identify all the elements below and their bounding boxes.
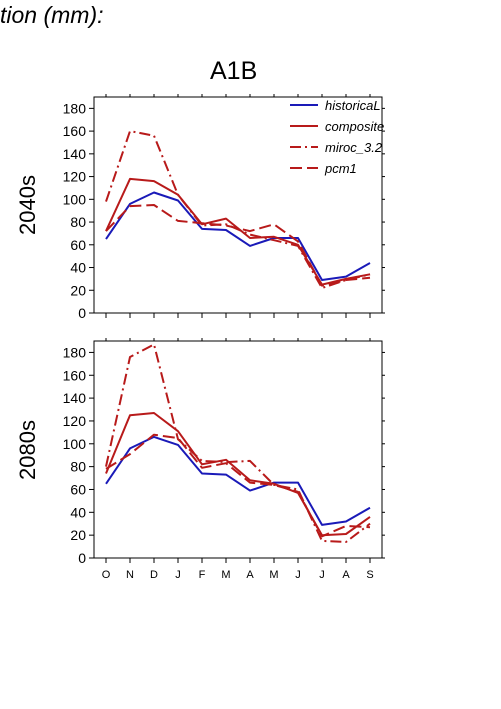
plot-frame-1 [93, 96, 383, 314]
x-tick-label: A [342, 569, 350, 581]
plot-frame-2 [93, 340, 383, 559]
x-tick-label: O [102, 569, 111, 581]
y-tick-label: 180 [63, 100, 87, 116]
y-tick-label: 60 [70, 237, 86, 253]
y-tick-label: 160 [63, 123, 87, 139]
scenario-title: A1B [210, 57, 258, 85]
y-tick-label: 120 [63, 169, 87, 185]
y-tick-label: 160 [63, 367, 87, 383]
panel-label: 2080s [15, 420, 40, 480]
x-tick-label: J [319, 569, 325, 581]
legend-label: historicaL [325, 98, 381, 113]
series-line-historical [105, 435, 371, 526]
y-tick-label: 100 [63, 191, 87, 207]
y-tick-label: 40 [70, 260, 86, 276]
x-tick-label: S [366, 569, 373, 581]
figure-heading: tion (mm): [0, 2, 104, 28]
y-tick-label: 40 [70, 504, 86, 520]
series-line-miroc-3-2 [105, 343, 371, 543]
x-tick-label: J [295, 569, 301, 581]
y-tick-label: 0 [78, 550, 86, 566]
y-tick-label: 80 [70, 459, 86, 475]
series-line-pcm1 [105, 433, 371, 538]
y-tick-label: 60 [70, 481, 86, 497]
x-tick-label: N [126, 569, 134, 581]
y-tick-label: 100 [63, 436, 87, 452]
series-line-miroc-3-2 [105, 130, 371, 289]
y-tick-label: 80 [70, 214, 86, 230]
x-tick-label: F [199, 569, 206, 581]
y-tick-label: 120 [63, 413, 87, 429]
y-tick-label: 140 [63, 146, 87, 162]
panel-label: 2040s [15, 175, 40, 235]
legend-label: composite [325, 119, 384, 134]
y-tick-label: 140 [63, 390, 87, 406]
x-tick-label: A [246, 569, 254, 581]
x-tick-label: M [269, 569, 278, 581]
legend-label: miroc_3.2 [325, 140, 383, 155]
series-line-composite [105, 177, 371, 286]
y-tick-label: 0 [78, 305, 86, 321]
series-line-pcm1 [105, 204, 371, 287]
x-tick-label: D [150, 569, 158, 581]
y-tick-label: 20 [70, 282, 86, 298]
y-tick-label: 20 [70, 527, 86, 543]
x-tick-label: M [221, 569, 230, 581]
legend-label: pcm1 [324, 161, 357, 176]
y-tick-label: 180 [63, 344, 87, 360]
series-line-historical [105, 191, 371, 281]
x-tick-label: J [175, 569, 181, 581]
